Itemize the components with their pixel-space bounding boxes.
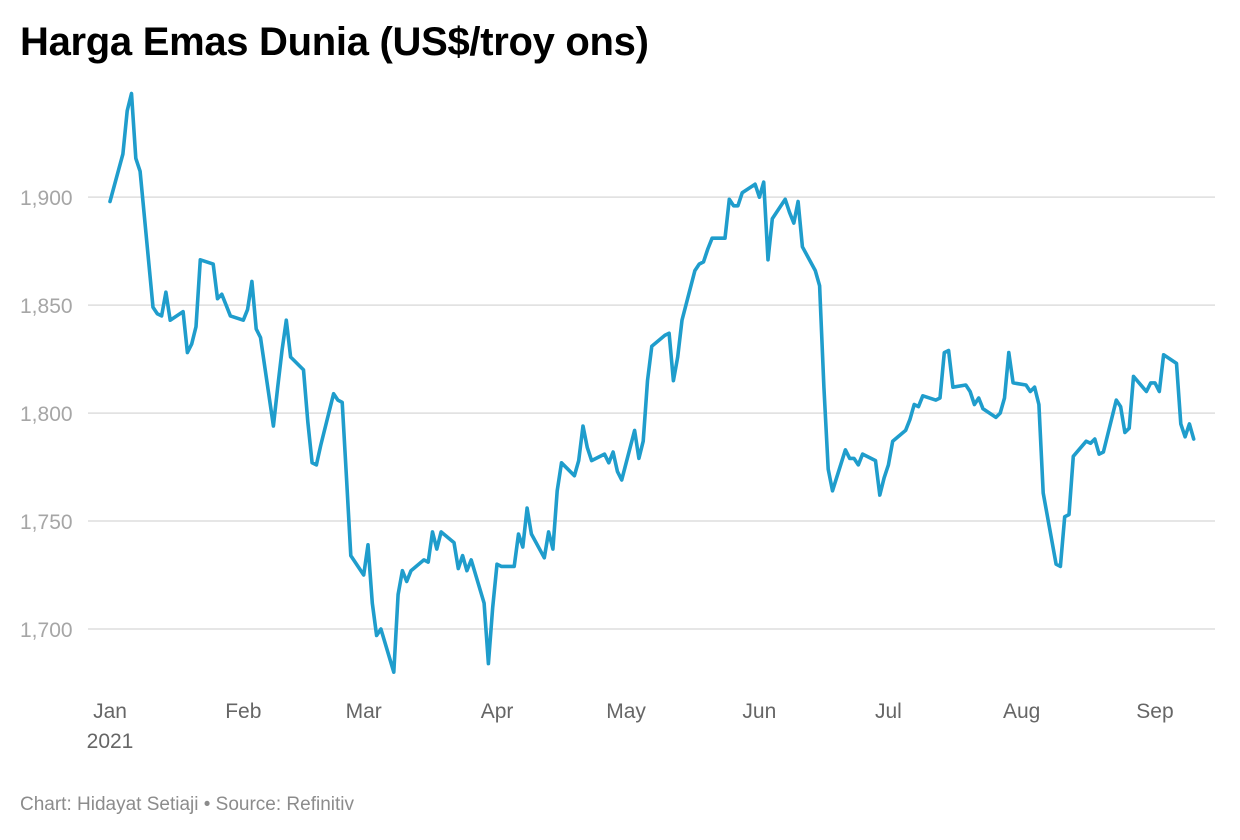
chart-title: Harga Emas Dunia (US$/troy ons)	[20, 20, 649, 64]
x-tick-label: Sep	[1136, 700, 1173, 723]
x-axis-ticks: Jan 2021 Feb Mar Apr May Jun Jul Aug Sep	[87, 700, 1174, 753]
x-tick-label: Jan	[93, 700, 127, 723]
x-tick-label: Jul	[875, 700, 902, 723]
gridlines	[88, 196, 1215, 630]
y-axis-ticks: 1,700 1,750 1,800 1,850 1,900	[20, 187, 73, 642]
x-tick-label: Feb	[225, 700, 261, 723]
x-tick-sublabel: 2021	[87, 730, 134, 753]
y-tick-label: 1,750	[20, 511, 73, 534]
x-tick-label: Aug	[1003, 700, 1040, 723]
chart-credit: Chart: Hidayat Setiaji • Source: Refinit…	[20, 794, 355, 815]
y-tick-label: 1,700	[20, 619, 73, 642]
x-tick-label: May	[606, 700, 646, 723]
y-tick-label: 1,800	[20, 403, 73, 426]
y-tick-label: 1,900	[20, 187, 73, 210]
series-line	[108, 91, 1196, 675]
x-tick-label: Jun	[742, 700, 776, 723]
series-layer	[108, 91, 1196, 675]
y-tick-label: 1,850	[20, 295, 73, 318]
x-tick-label: Apr	[481, 700, 514, 723]
x-tick-label: Mar	[346, 700, 382, 723]
